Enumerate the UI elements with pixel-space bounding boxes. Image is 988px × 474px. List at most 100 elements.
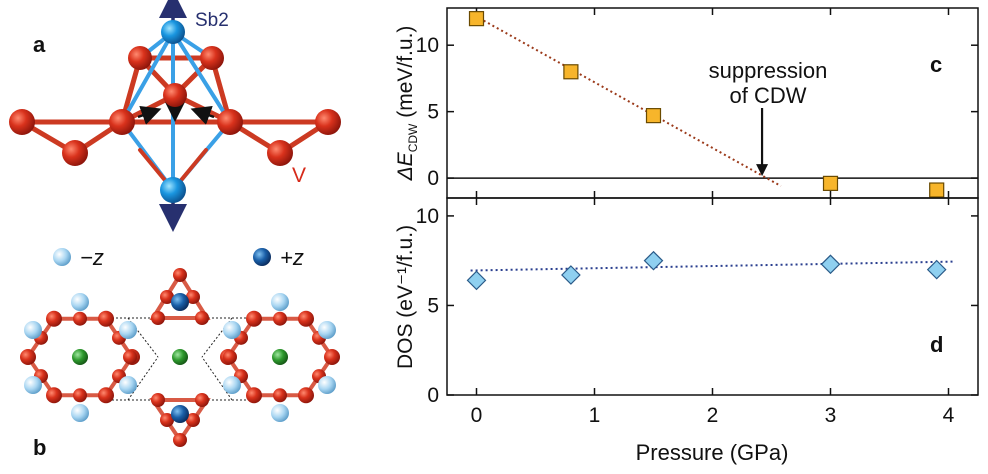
sb-minus-z-atom	[71, 404, 89, 422]
v-atom	[73, 311, 87, 326]
data-point	[926, 259, 947, 280]
sb-minus-z-atom	[318, 321, 336, 339]
sb-plus-z-atom	[171, 293, 189, 311]
y-tick-label: 10	[416, 205, 439, 228]
data-point	[563, 64, 579, 80]
data-point	[643, 250, 664, 271]
connector-line	[127, 356, 159, 401]
v-atom	[151, 311, 165, 325]
v-atom	[195, 311, 209, 325]
panel-label-c: c	[930, 52, 942, 77]
y-tick-label: 5	[427, 101, 439, 124]
v-atom	[195, 393, 209, 407]
cdw-annotation-line1: suppression	[709, 58, 828, 83]
v-atom	[267, 140, 293, 166]
y-tick-label: 0	[427, 384, 439, 407]
data-point	[561, 265, 581, 285]
sb2-label: Sb2	[195, 10, 229, 31]
cdw-annotation-line2: of CDW	[730, 83, 807, 108]
x-tick-label: 2	[707, 404, 719, 427]
chart-d-ylabel: DOS (eV⁻¹/f.u.)	[394, 225, 417, 369]
y-tick-label: 5	[427, 294, 439, 317]
panel-label-b: b	[33, 435, 46, 460]
v-atom	[315, 109, 341, 135]
sb2-atom-top	[161, 20, 185, 44]
center-atom	[172, 349, 188, 365]
sb-minus-z-atom	[24, 321, 42, 339]
chart-d: 0 5 10 0 1 2 3 4 DOS (eV⁻¹/f.u.) Pressure (GPa)	[394, 197, 979, 465]
v-atom	[163, 83, 187, 107]
cdw-arrow-head	[756, 164, 769, 177]
sb-minus-z-atom	[119, 376, 137, 394]
x-tick-label: 3	[825, 404, 837, 427]
minus-z-label: −z	[80, 245, 104, 270]
v-atom	[46, 387, 62, 404]
connector-line	[201, 356, 233, 401]
v-atom	[273, 311, 287, 326]
plus-z-label: +z	[280, 245, 304, 270]
v-atom	[151, 393, 165, 407]
data-point	[820, 254, 841, 275]
sb-minus-z-atom	[223, 321, 241, 339]
x-axis-label: Pressure (GPa)	[636, 440, 789, 465]
sb-plus-z-atom	[171, 405, 189, 423]
v-atom	[223, 350, 237, 364]
fit-line	[470, 12, 782, 187]
v-atom	[98, 310, 114, 327]
sb-minus-z-atom	[71, 293, 89, 311]
x-tick-label: 0	[471, 404, 483, 427]
data-point	[929, 182, 945, 198]
v-atom	[20, 349, 36, 365]
panel-label-a: a	[33, 32, 46, 57]
v-atom	[98, 387, 114, 404]
v-atom	[46, 310, 62, 327]
v-atom	[73, 388, 87, 403]
v-atom	[160, 413, 174, 427]
y-tick-label: 0	[427, 167, 439, 190]
v-atom	[324, 349, 340, 365]
v-atom	[109, 109, 135, 135]
x-tick-label: 1	[589, 404, 601, 427]
chart-c: 0 5 10 suppression of CDW ΔECDW (meV/f.u.)	[394, 7, 979, 199]
v-atom	[246, 387, 262, 404]
sb-minus-z-atom	[24, 376, 42, 394]
panel-label-d: d	[930, 332, 943, 357]
sb2-atom-bottom	[160, 177, 186, 203]
displacement-arrow-left	[137, 105, 162, 125]
v-atom	[128, 46, 152, 70]
sb-minus-z-atom	[318, 376, 336, 394]
v-atom	[9, 109, 35, 135]
chart-c-frame	[446, 7, 979, 199]
v-atom	[123, 350, 137, 364]
v-atom	[173, 433, 187, 447]
minus-z-legend-atom	[53, 248, 71, 266]
data-point	[645, 108, 662, 124]
sb-minus-z-atom	[271, 293, 289, 311]
center-atom	[272, 349, 288, 365]
sb-minus-z-atom	[223, 376, 241, 394]
chart-d-frame	[446, 197, 979, 396]
v-atom	[217, 109, 243, 135]
displacement-arrow-right	[190, 105, 215, 125]
structure-side-view: Sb2 V	[9, 0, 341, 232]
x-tick-label: 4	[943, 404, 955, 427]
chart-c-ylabel: ΔECDW (meV/f.u.)	[394, 26, 420, 182]
sb-minus-z-atom	[271, 404, 289, 422]
v-label: V	[292, 164, 306, 187]
y-tick-label: 10	[416, 34, 439, 57]
v-atom	[298, 387, 314, 404]
plus-z-legend-atom	[253, 248, 271, 266]
fit-line	[470, 260, 955, 272]
v-atom	[160, 290, 174, 304]
data-point	[822, 175, 839, 191]
data-point	[468, 11, 485, 27]
v-atom	[246, 310, 262, 327]
v-atom	[173, 268, 187, 282]
sb-minus-z-atom	[119, 321, 137, 339]
v-atom	[186, 413, 200, 427]
v-atom	[298, 310, 314, 327]
data-point	[466, 270, 487, 291]
v-atom	[186, 290, 200, 304]
center-atom	[72, 349, 88, 365]
structure-top-view: −z +z	[20, 245, 340, 447]
